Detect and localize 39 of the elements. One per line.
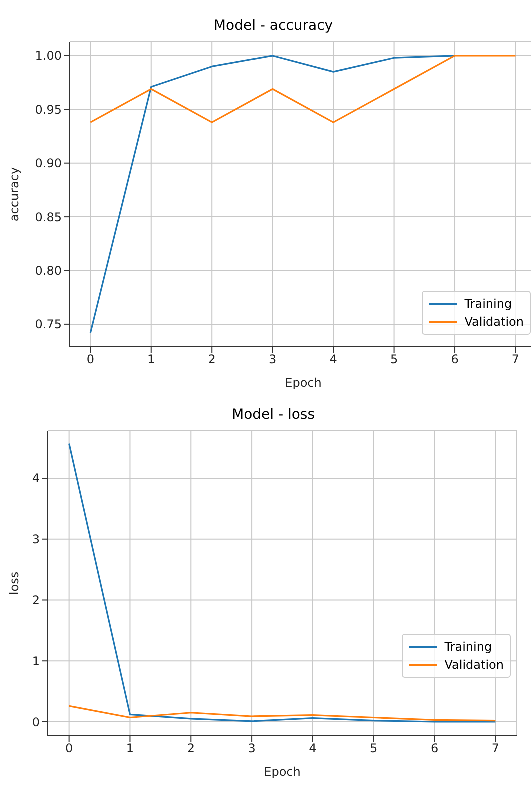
x-tick-label: 1 <box>126 742 134 756</box>
x-tick-label: 2 <box>208 352 216 367</box>
chart-title: Model - accuracy <box>212 18 334 34</box>
x-axis-title: Epoch <box>285 376 322 390</box>
legend-label: Validation <box>464 314 524 331</box>
x-tick-label: 2 <box>187 742 195 756</box>
y-tick-label: 1.00 <box>35 49 62 64</box>
x-tick-label: 4 <box>330 352 338 367</box>
x-tick-label: 6 <box>451 352 459 367</box>
x-axis-title: Epoch <box>264 765 301 779</box>
x-tick-label: 5 <box>370 742 378 756</box>
chart-title: Model - loss <box>230 407 316 423</box>
x-tick-label: 5 <box>390 352 398 367</box>
y-axis-title: loss <box>7 572 22 596</box>
y-tick-label: 3 <box>32 532 40 547</box>
x-tick-label: 0 <box>66 742 74 756</box>
y-tick-label: 0.85 <box>35 210 62 224</box>
y-tick-label: 4 <box>32 472 40 486</box>
x-tick-label: 7 <box>512 352 520 367</box>
x-tick-label: 7 <box>492 742 500 756</box>
x-tick-label: 1 <box>148 352 156 367</box>
legend-label: Validation <box>444 657 504 674</box>
line-series <box>68 705 496 722</box>
y-tick-label: 0.95 <box>35 102 62 117</box>
x-tick-label: 3 <box>248 742 256 756</box>
y-tick-label: 0.80 <box>35 264 62 278</box>
legend-label: Training <box>444 639 492 656</box>
y-tick-label: 2 <box>32 594 40 608</box>
x-tick-label: 0 <box>86 352 94 367</box>
y-axis-title: accuracy <box>7 167 22 222</box>
x-tick-label: 4 <box>309 742 317 756</box>
y-tick-label: 0.75 <box>35 318 62 332</box>
y-tick-label: 1 <box>32 654 40 668</box>
x-tick-label: 6 <box>430 742 439 756</box>
y-tick-label: 0.90 <box>35 156 62 171</box>
legend-label: Training <box>464 296 512 313</box>
y-tick-label: 0 <box>32 715 40 730</box>
line-series <box>90 55 456 334</box>
x-tick-label: 3 <box>269 352 277 367</box>
